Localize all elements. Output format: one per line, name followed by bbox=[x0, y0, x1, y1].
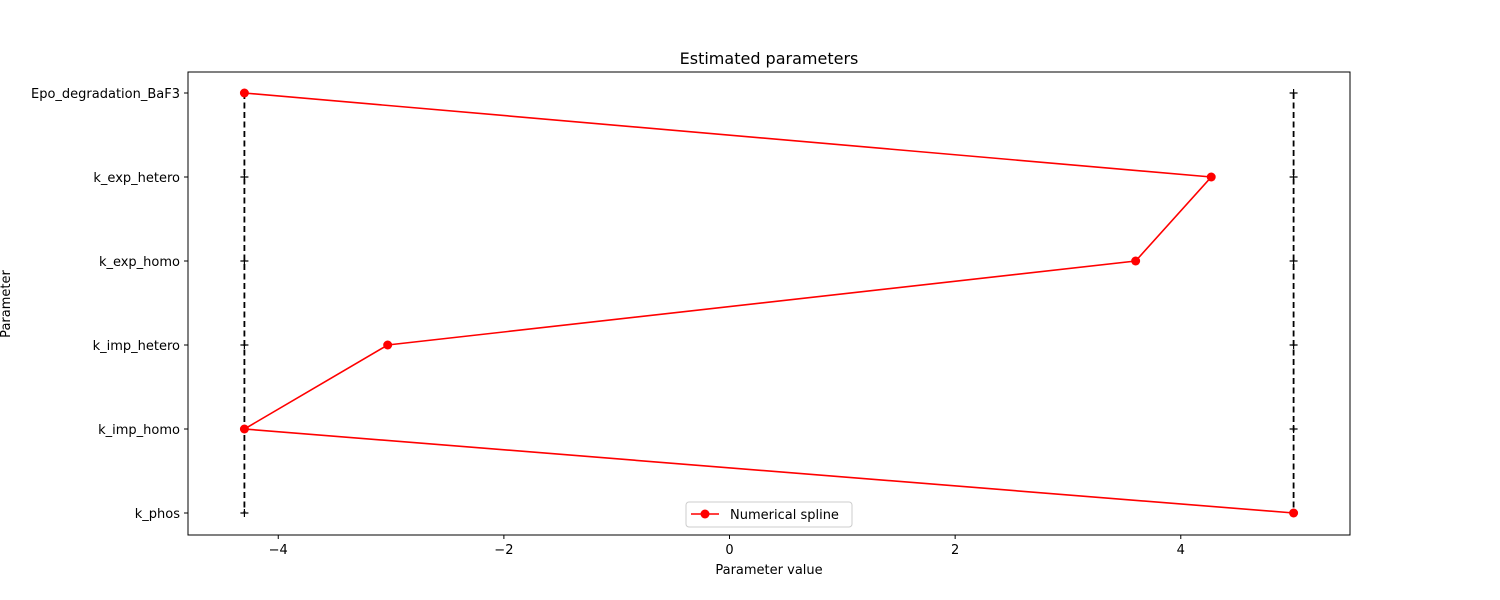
lower-bound-marker bbox=[240, 509, 249, 517]
data-point bbox=[1289, 508, 1299, 518]
data-point bbox=[383, 340, 393, 350]
series-line bbox=[241, 92, 1294, 514]
lower-bound-marker bbox=[240, 173, 249, 181]
x-axis-label: Parameter value bbox=[715, 563, 822, 578]
data-point bbox=[1131, 256, 1141, 266]
lower-bound-marker bbox=[240, 257, 249, 265]
chart-title: Estimated parameters bbox=[680, 49, 859, 68]
series-group bbox=[239, 88, 1299, 518]
legend: Numerical spline bbox=[685, 501, 853, 528]
y-tick-label: Epo_degradation_BaF3 bbox=[31, 87, 180, 102]
y-tick-label: k_imp_hetero bbox=[93, 339, 180, 354]
data-point bbox=[239, 424, 249, 434]
y-tick-label: k_phos bbox=[135, 507, 180, 522]
data-point bbox=[239, 88, 249, 98]
upper-bound-marker bbox=[1289, 425, 1298, 433]
data-point bbox=[1206, 172, 1216, 182]
upper-bound-marker bbox=[1289, 89, 1298, 97]
y-axis-ticks: Epo_degradation_BaF3 k_exp_hetero k_exp_ho… bbox=[31, 87, 188, 522]
x-tick-label: 4 bbox=[1177, 543, 1185, 558]
x-tick-label: −4 bbox=[269, 543, 288, 558]
legend-label: Numerical spline bbox=[730, 508, 839, 523]
legend-box bbox=[685, 501, 853, 528]
y-tick-label: k_exp_hetero bbox=[93, 171, 180, 186]
plot-area bbox=[187, 71, 1351, 536]
y-axis-label: Parameter bbox=[0, 270, 14, 338]
upper-bound-marker bbox=[1289, 173, 1298, 181]
y-tick-label: k_imp_homo bbox=[98, 423, 180, 438]
legend-marker bbox=[700, 509, 710, 519]
y-tick-label: k_exp_homo bbox=[99, 255, 180, 270]
upper-bound-marker bbox=[1289, 257, 1298, 265]
x-tick-label: 2 bbox=[951, 543, 959, 558]
lower-bound-marker bbox=[240, 341, 249, 349]
x-axis-ticks: −4 −2 0 2 4 bbox=[269, 535, 1185, 558]
upper-bound-marker bbox=[1289, 341, 1298, 349]
x-tick-label: 0 bbox=[725, 543, 733, 558]
x-tick-label: −2 bbox=[494, 543, 513, 558]
